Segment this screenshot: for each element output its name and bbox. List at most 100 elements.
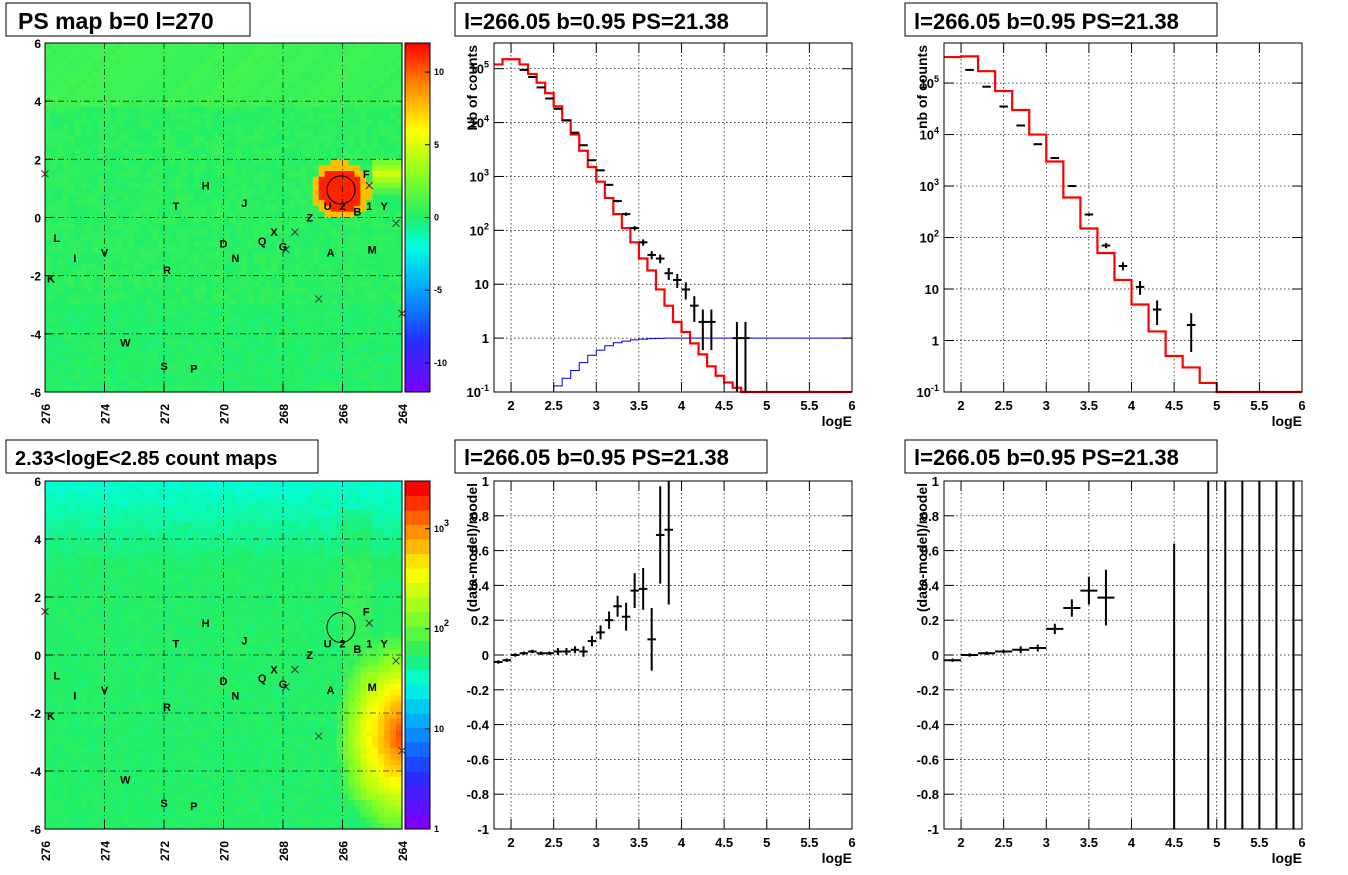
tick-label: 5: [763, 835, 770, 850]
tick-label: 2: [507, 398, 514, 413]
source-label: Q: [258, 236, 267, 248]
tick-label: 2.5: [995, 835, 1013, 850]
data-point: [579, 144, 588, 147]
title-box: l=266.05 b=0.95 PS=21.38: [904, 2, 1218, 37]
tick-label: 5.5: [800, 398, 818, 413]
series-line: [545, 337, 852, 393]
tick-label: 0: [482, 648, 489, 663]
series-1: [965, 68, 1196, 352]
data-point: [647, 251, 656, 260]
data-point: [1080, 576, 1098, 605]
x-tick-label: 276: [39, 841, 53, 861]
source-label: Y: [380, 638, 388, 650]
tick-label: 0.4: [921, 578, 940, 593]
data-point: [519, 651, 529, 655]
tick-label: -0.6: [917, 752, 939, 767]
cross-marker: [365, 181, 374, 190]
data-point: [587, 159, 597, 162]
x-tick-label: 266: [337, 404, 351, 424]
chart-title: PS map b=0 l=270: [18, 8, 214, 34]
data-point: [587, 635, 597, 647]
x-axis-label: logE: [822, 413, 852, 429]
series-line: [944, 55, 1302, 394]
tick-label: 0: [932, 648, 939, 663]
y-tick-label: -4: [30, 765, 41, 779]
colorbar-tick-label: -5: [434, 285, 442, 295]
grid-lines: [494, 480, 853, 830]
x-tick-label: 276: [39, 404, 53, 424]
x-tick-label: 274: [99, 841, 113, 861]
tick-label: 5.5: [800, 835, 818, 850]
tick-label: 104: [470, 114, 489, 131]
tick-label: 1: [482, 331, 489, 346]
data-point: [741, 321, 750, 392]
chart-title: l=266.05 b=0.95 PS=21.38: [914, 9, 1179, 34]
heatmap-cells: [45, 481, 403, 830]
count-map-panel: 276 274 272 270 268 266 264 6 4 2 0 -2 -4 -6 LI K V T H J DN…: [30, 475, 449, 861]
source-label: U: [324, 201, 332, 213]
tick-label: 0.2: [471, 613, 489, 628]
tick-label: 0.6: [921, 544, 939, 559]
source-label: T: [173, 201, 180, 213]
data-point: [1067, 185, 1077, 188]
source-label: L: [54, 233, 61, 245]
data-point: [621, 212, 631, 216]
tick-label: 3.5: [1080, 398, 1098, 413]
y-tick-label: -4: [30, 328, 41, 342]
plot-frame: [943, 42, 1303, 393]
grid-lines: [944, 43, 1303, 393]
residual-coarse-panel: 2 2.5 3 3.5 4 4.5 5 5.5 6 1 0.8 0.6 0.4 0.2 0 -0.2 -0.4 -…: [914, 474, 1306, 866]
title-box: l=266.05 b=0.95 PS=21.38: [454, 2, 768, 37]
cross-marker: [365, 619, 374, 627]
x-axis-label: logE: [1272, 850, 1302, 866]
series-2: [519, 68, 750, 392]
source-label: I: [73, 253, 76, 265]
y-axis-label: (data-model)/model: [464, 483, 480, 612]
tick-label: 4.5: [715, 398, 733, 413]
data-point: [995, 649, 1013, 654]
data-point: [961, 653, 979, 657]
ps-map-panel: 276 274 272 270 268 266 264 6 4 2 0 -2 -4 -6 LI K V T H J DN…: [30, 37, 447, 424]
tick-label: 4: [678, 398, 686, 413]
series-0: [494, 58, 852, 394]
source-label: Q: [258, 673, 267, 685]
data-point: [1135, 281, 1145, 295]
tick-label: 6: [848, 398, 855, 413]
source-label: G: [279, 242, 288, 254]
tick-label: 4.5: [715, 835, 733, 850]
x-tick-label: 274: [99, 404, 113, 424]
source-label: N: [231, 253, 239, 265]
y-tick-label: 2: [34, 153, 41, 167]
tick-label: 0.8: [471, 509, 489, 524]
title-box: l=266.05 b=0.95 PS=21.38: [904, 439, 1218, 474]
cross-marker: [291, 665, 299, 674]
y-tick-label: 0: [34, 212, 41, 226]
tick-label: 2: [507, 835, 514, 850]
x-axis-label: logE: [822, 850, 852, 866]
tick-label: 2.5: [545, 398, 563, 413]
tick-label: 2.5: [995, 398, 1013, 413]
y-axis-label: Nb of counts: [464, 45, 480, 131]
source-label: Z: [306, 650, 313, 662]
source-label: F: [363, 607, 370, 619]
data-point: [1063, 599, 1081, 617]
source-label: N: [231, 691, 239, 703]
data-point: [511, 653, 520, 657]
source-label: B: [353, 207, 361, 219]
tick-label: 3.5: [1080, 835, 1098, 850]
chart-title: l=266.05 b=0.95 PS=21.38: [464, 445, 729, 470]
data-point: [630, 573, 639, 609]
tick-label: 3: [593, 835, 600, 850]
data-point: [604, 611, 614, 629]
heatmap-cells: [45, 43, 403, 393]
tick-label: 102: [434, 618, 449, 634]
data-point: [664, 481, 673, 605]
data-point: [596, 625, 605, 640]
source-label: A: [327, 247, 335, 259]
source-label: V: [101, 247, 109, 259]
tick-label: 1: [434, 824, 439, 834]
source-circle: [326, 611, 356, 643]
y-tick-label: 4: [34, 533, 41, 547]
source-label: S: [160, 361, 167, 373]
data-point: [545, 651, 554, 655]
